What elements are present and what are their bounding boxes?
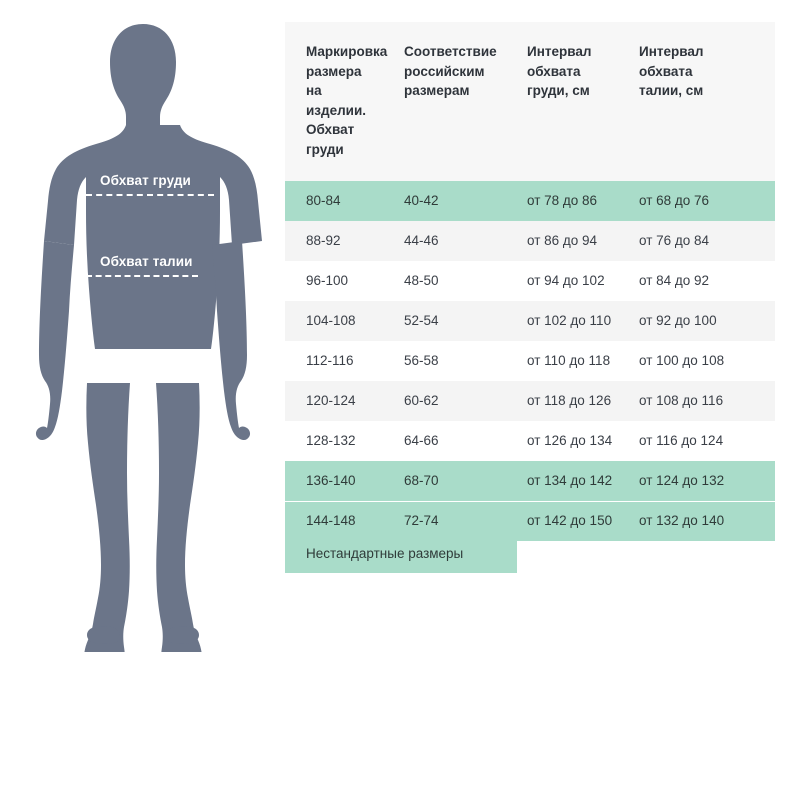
cell-marking: 80-84 bbox=[306, 193, 341, 209]
cell-marking: 120-124 bbox=[306, 393, 356, 409]
cell-waist-range: от 124 до 132 bbox=[639, 473, 725, 489]
cell-chest-range: от 126 до 134 bbox=[527, 433, 613, 449]
size-chart-table: Маркировка размера на изделии. Обхват гр… bbox=[285, 22, 775, 542]
cell-chest-range: от 134 до 142 bbox=[527, 473, 613, 489]
table-row[interactable]: 128-132 64-66 от 126 до 134 от 116 до 124 bbox=[285, 421, 775, 462]
table-row[interactable]: 120-124 60-62 от 118 до 126 от 108 до 116 bbox=[285, 381, 775, 422]
body-figure-panel: Обхват груди Обхват талии bbox=[0, 0, 280, 800]
cell-chest-range: от 86 до 94 bbox=[527, 233, 598, 249]
cell-marking: 88-92 bbox=[306, 233, 341, 249]
cell-russian-size: 68-70 bbox=[404, 473, 439, 489]
cell-russian-size: 60-62 bbox=[404, 393, 439, 409]
column-header-russian: Соответствие российским размерам bbox=[388, 22, 511, 182]
table-row[interactable]: 96-100 48-50 от 94 до 102 от 84 до 92 bbox=[285, 261, 775, 302]
chest-measure-label: Обхват груди bbox=[100, 173, 191, 188]
cell-russian-size: 56-58 bbox=[404, 353, 439, 369]
cell-chest-range: от 110 до 118 bbox=[527, 353, 611, 369]
table-row[interactable]: 104-108 52-54 от 102 до 110 от 92 до 100 bbox=[285, 301, 775, 342]
cell-waist-range: от 84 до 92 bbox=[639, 273, 710, 289]
nonstandard-sizes-button[interactable]: Нестандартные размеры bbox=[285, 533, 517, 573]
cell-russian-size: 48-50 bbox=[404, 273, 439, 289]
cell-chest-range: от 142 до 150 bbox=[527, 513, 613, 529]
cell-waist-range: от 116 до 124 bbox=[639, 433, 724, 449]
cell-chest-range: от 78 до 86 bbox=[527, 193, 598, 209]
cell-marking: 112-116 bbox=[306, 353, 354, 369]
cell-russian-size: 64-66 bbox=[404, 433, 439, 449]
cell-marking: 136-140 bbox=[306, 473, 356, 489]
column-header-marking: Маркировка размера на изделии. Обхват гр… bbox=[285, 22, 388, 182]
cell-waist-range: от 108 до 116 bbox=[639, 393, 724, 409]
cell-waist-range: от 68 до 76 bbox=[639, 193, 710, 209]
cell-waist-range: от 92 до 100 bbox=[639, 313, 717, 329]
cell-chest-range: от 102 до 110 bbox=[527, 313, 612, 329]
cell-marking: 128-132 bbox=[306, 433, 356, 449]
cell-marking: 104-108 bbox=[306, 313, 356, 329]
cell-russian-size: 44-46 bbox=[404, 233, 439, 249]
cell-marking: 144-148 bbox=[306, 513, 356, 529]
cell-russian-size: 40-42 bbox=[404, 193, 439, 209]
chest-measure-dashed-line bbox=[86, 194, 214, 196]
table-header: Маркировка размера на изделии. Обхват гр… bbox=[285, 22, 775, 182]
male-body-silhouette-icon bbox=[35, 24, 262, 652]
table-row[interactable]: 80-84 40-42 от 78 до 86 от 68 до 76 bbox=[285, 181, 775, 222]
table-body: 80-84 40-42 от 78 до 86 от 68 до 76 88-92 44-… bbox=[285, 181, 775, 542]
cell-waist-range: от 132 до 140 bbox=[639, 513, 725, 529]
cell-chest-range: от 94 до 102 bbox=[527, 273, 605, 289]
cell-chest-range: от 118 до 126 bbox=[527, 393, 612, 409]
cell-russian-size: 52-54 bbox=[404, 313, 439, 329]
cell-russian-size: 72-74 bbox=[404, 513, 439, 529]
cell-waist-range: от 76 до 84 bbox=[639, 233, 710, 249]
cell-marking: 96-100 bbox=[306, 273, 349, 289]
column-header-waist: Интервал обхвата талии, см bbox=[623, 22, 775, 182]
table-row[interactable]: 112-116 56-58 от 110 до 118 от 100 до 108 bbox=[285, 341, 775, 382]
waist-measure-dashed-line bbox=[86, 275, 198, 277]
column-header-chest: Интервал обхвата груди, см bbox=[511, 22, 623, 182]
table-header-row: Маркировка размера на изделии. Обхват гр… bbox=[285, 22, 775, 182]
table-row[interactable]: 88-92 44-46 от 86 до 94 от 76 до 84 bbox=[285, 221, 775, 262]
waist-measure-label: Обхват талии bbox=[100, 254, 193, 269]
cell-waist-range: от 100 до 108 bbox=[639, 353, 725, 369]
table-row[interactable]: 136-140 68-70 от 134 до 142 от 124 до 132 bbox=[285, 461, 775, 502]
